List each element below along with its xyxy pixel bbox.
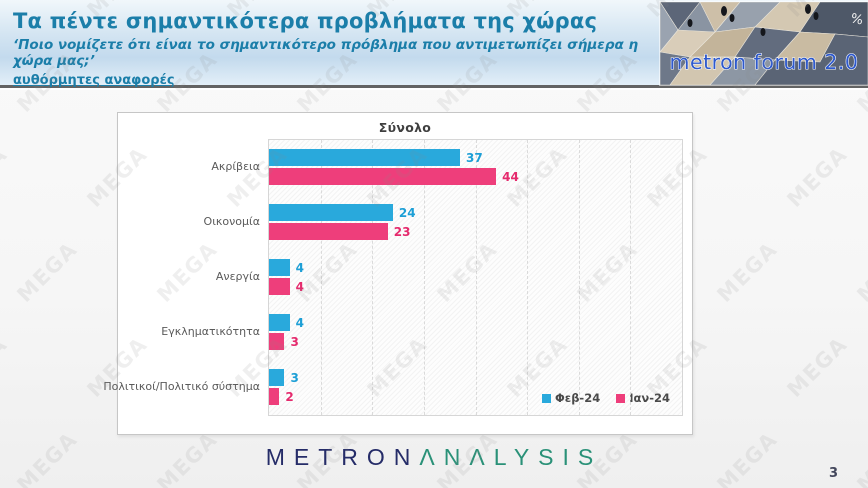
page-subtitle: ‘Ποιο νομίζετε ότι είναι το σημαντικότερ… <box>13 37 639 70</box>
value-label: 4 <box>295 279 304 294</box>
watermark-text: MEGA <box>852 237 868 307</box>
bar-Ιαν-24 <box>269 388 280 405</box>
category-label: Οικονομία <box>203 215 260 228</box>
category-label: Εγκληματικότητα <box>161 325 260 338</box>
bar-Φεβ-24 <box>269 259 290 276</box>
logo-image: % metron forum 2.0 <box>660 2 868 85</box>
value-label: 24 <box>398 205 416 220</box>
category-label: Ακρίβεια <box>211 160 260 173</box>
gridline <box>475 140 477 415</box>
gridline <box>372 140 374 415</box>
watermark-text: MEGA <box>0 332 13 402</box>
chart-card: Σύνολο Ακρίβεια Οικονομία Ανεργία Εγκληματι… <box>103 112 693 435</box>
watermark-text: MEGA <box>782 332 853 402</box>
legend: Φεβ-24 Ιαν-24 <box>542 391 670 405</box>
bar-Ιαν-24 <box>269 333 285 350</box>
legend-label: Ιαν-24 <box>629 391 670 405</box>
legend-color-icon <box>616 393 626 403</box>
bar-Φεβ-24 <box>269 149 460 166</box>
value-label: 4 <box>295 315 304 330</box>
bar-Φεβ-24 <box>269 369 285 386</box>
legend-item-feb24: Φεβ-24 <box>542 391 600 405</box>
logo-text: metron forum 2.0 <box>670 50 859 74</box>
legend-color-icon <box>542 393 552 403</box>
value-label: 44 <box>502 169 519 184</box>
legend-item-jan24: Ιαν-24 <box>616 391 670 405</box>
gridline <box>630 140 632 415</box>
value-label: 3 <box>290 334 299 349</box>
bar-Ιαν-24 <box>269 223 388 240</box>
gridline <box>423 140 425 415</box>
page-title: Τα πέντε σημαντικότερα προβλήματα της χώ… <box>13 9 598 33</box>
y-axis-labels: Ακρίβεια Οικονομία Ανεργία Εγκληματικότητα Π… <box>103 139 264 414</box>
plot-area: Φεβ-24 Ιαν-24 37 44 24 23 4 4 4 3 3 2 <box>268 139 683 416</box>
watermark-text: MEGA <box>0 142 13 212</box>
footer-brand-logo: METRONΛNΛLYSIS <box>0 444 868 471</box>
brand-analysis: ΛNΛLYSIS <box>419 444 603 470</box>
legend-label: Φεβ-24 <box>555 391 601 405</box>
header-text: Τα πέντε σημαντικότερα προβλήματα της χώ… <box>13 9 643 88</box>
page-number: 3 <box>828 466 838 481</box>
category-label: Πολιτικοί/Πολιτικό σύστημα <box>103 380 260 393</box>
percent-icon: % <box>849 11 864 28</box>
value-label: 23 <box>393 224 411 239</box>
gridline <box>320 140 322 415</box>
watermark-text: MEGA <box>12 237 83 307</box>
bar-Ιαν-24 <box>269 278 290 295</box>
value-label: 4 <box>295 260 304 275</box>
value-label: 3 <box>290 370 299 385</box>
watermark-text: MEGA <box>712 237 783 307</box>
category-label: Ανεργία <box>215 270 260 283</box>
value-label: 37 <box>466 150 483 165</box>
value-label: 2 <box>285 389 294 404</box>
gridline <box>578 140 580 415</box>
brand-metron: METRON <box>265 444 420 470</box>
gridline <box>527 140 529 415</box>
bar-Φεβ-24 <box>269 204 393 221</box>
watermark-text: MEGA <box>782 142 853 212</box>
people-figures <box>687 4 819 36</box>
metron-forum-logo: % metron forum 2.0 <box>660 2 868 85</box>
bar-Φεβ-24 <box>269 314 290 331</box>
page-note: αυθόρμητες αναφορές <box>13 72 175 88</box>
bar-Ιαν-24 <box>269 168 497 185</box>
chart-title: Σύνολο <box>378 120 432 135</box>
